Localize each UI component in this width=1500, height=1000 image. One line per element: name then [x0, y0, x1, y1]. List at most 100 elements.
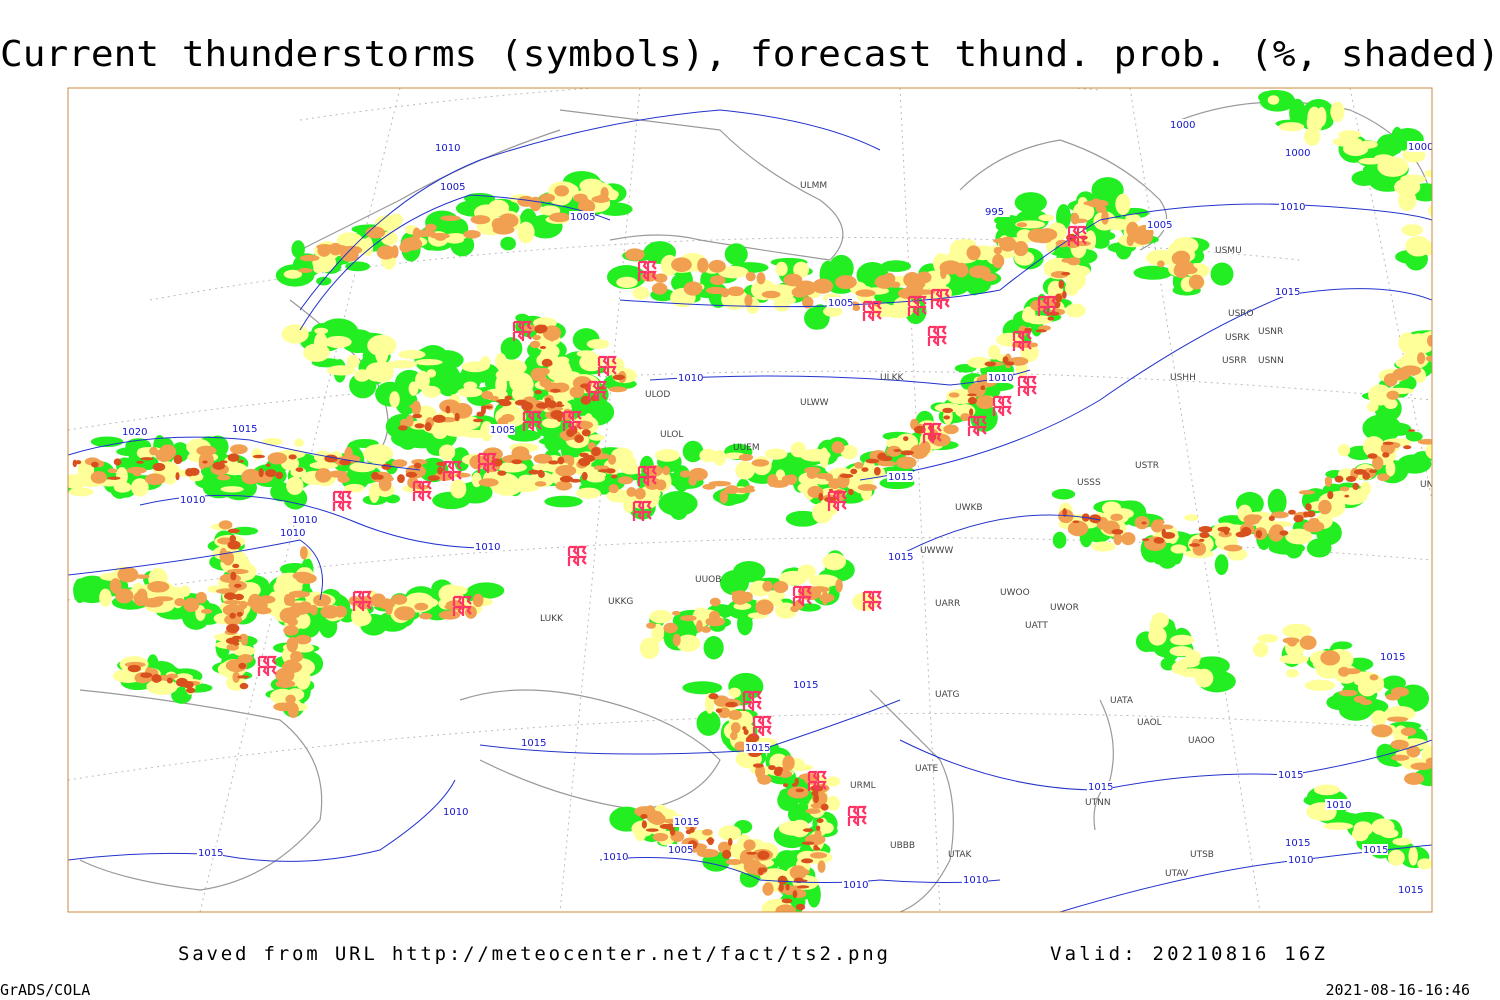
storm-symbol: [916, 295, 927, 306]
shade-cell: [826, 776, 841, 787]
storm-symbol: [486, 462, 497, 473]
shade-cell: [826, 795, 840, 811]
shade-cell: [610, 474, 618, 479]
shade-cell: [555, 464, 577, 477]
shade-cell: [651, 623, 665, 643]
shade-cell: [1198, 538, 1205, 542]
shade-cell: [861, 467, 869, 472]
station-label: UUOB: [695, 575, 721, 585]
isobar-label: 1010: [603, 852, 628, 863]
station-label: URML: [850, 781, 876, 791]
shade-cell: [1101, 210, 1109, 225]
shade-cell: [450, 479, 467, 499]
shade-cell: [539, 193, 556, 203]
shade-cell: [969, 408, 974, 416]
station-label: UWOO: [1000, 588, 1030, 598]
shade-cell: [238, 459, 245, 463]
isobar-label-bg: [827, 297, 853, 308]
shade-cell: [218, 520, 233, 530]
storm-symbol: [646, 270, 657, 281]
storm-symbol: [1001, 405, 1012, 416]
shade-cell: [682, 681, 723, 695]
shade-cell: [616, 276, 638, 288]
storm-symbol: [807, 780, 818, 791]
shade-cell: [427, 475, 440, 481]
shade-cell: [1369, 469, 1378, 474]
shade-cell: [1255, 529, 1263, 539]
shade-cell: [1061, 271, 1071, 276]
station-label: USHH: [1170, 373, 1196, 383]
station-label: USNN: [1258, 356, 1284, 366]
storm-symbol: [976, 425, 987, 436]
shade-cell: [1286, 88, 1297, 89]
shade-cell: [1323, 822, 1354, 830]
shade-cell: [1194, 668, 1214, 688]
shade-cell: [814, 829, 822, 839]
shade-cell: [835, 275, 857, 290]
isobars: [68, 109, 1432, 912]
shade-cell: [414, 602, 429, 611]
shade-cell: [154, 678, 162, 682]
storm-symbol: [927, 335, 938, 346]
shade-cell: [1372, 456, 1384, 470]
shade-cell: [227, 540, 241, 550]
shade-cell: [718, 825, 742, 841]
shade-cell: [785, 510, 821, 527]
storm-symbol: [992, 395, 1003, 406]
station-label: USMU: [1215, 246, 1242, 256]
isobar-label: 1005: [668, 845, 693, 856]
storm-symbol: [587, 390, 598, 401]
shade-cell: [1327, 491, 1334, 500]
shade-cell: [1398, 189, 1417, 211]
shade-cell: [529, 340, 541, 349]
shade-cell: [412, 227, 421, 241]
isobar-label: 1010: [1326, 800, 1351, 811]
shade-cell: [893, 449, 902, 452]
shade-cell: [1096, 191, 1124, 201]
shade-cell: [294, 634, 312, 645]
shade-cell: [1424, 169, 1432, 178]
shade-cell: [1293, 514, 1304, 523]
storm-symbol: [916, 305, 927, 316]
shade-cell: [1058, 279, 1065, 289]
storm-symbol: [606, 355, 617, 366]
shade-cell: [778, 820, 810, 836]
shade-cell: [220, 486, 244, 493]
shade-cell: [1148, 626, 1167, 646]
station-label: USTR: [1135, 461, 1159, 471]
shade-cell: [358, 238, 369, 252]
storm-symbol: [352, 600, 363, 611]
shade-cell: [39, 467, 57, 480]
shade-cell: [186, 687, 196, 694]
isobar-label-bg: [474, 541, 500, 552]
shade-cell: [980, 385, 986, 391]
isobar-label-bg: [179, 494, 205, 505]
station-label: UWWW: [920, 546, 953, 556]
shade-cell: [545, 361, 553, 367]
shade-cell: [607, 454, 617, 465]
shade-cell: [1401, 224, 1424, 237]
shade-cell: [226, 623, 240, 634]
shade-cell: [762, 882, 774, 896]
shade-cell: [782, 755, 795, 771]
storm-symbol: [752, 715, 763, 726]
shade-cell: [500, 236, 516, 251]
shade-cell: [1392, 837, 1412, 846]
shade-cell: [163, 478, 176, 485]
shade-cell: [967, 356, 992, 369]
isobar-label: 1015: [198, 848, 223, 859]
isobar-label: 1010: [843, 880, 868, 891]
shade-cell: [1400, 727, 1417, 736]
isobar-label: 1015: [1380, 652, 1405, 663]
shade-cell: [202, 460, 208, 464]
shade-cell: [438, 584, 463, 604]
shade-cell: [782, 783, 789, 788]
storm-symbol: [597, 355, 608, 366]
shade-cell: [795, 788, 805, 793]
shade-cell: [651, 282, 668, 295]
shade-cell: [284, 659, 298, 669]
shade-cell: [1189, 543, 1201, 547]
storm-symbol: [1017, 385, 1028, 396]
storm-symbol: [452, 595, 463, 606]
